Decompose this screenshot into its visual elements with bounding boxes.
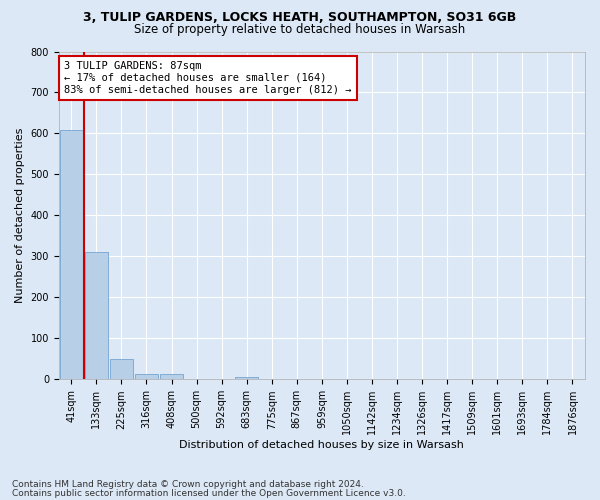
Bar <box>235 378 258 380</box>
Text: 3, TULIP GARDENS, LOCKS HEATH, SOUTHAMPTON, SO31 6GB: 3, TULIP GARDENS, LOCKS HEATH, SOUTHAMPT… <box>83 11 517 24</box>
Bar <box>160 374 183 380</box>
Text: Contains public sector information licensed under the Open Government Licence v3: Contains public sector information licen… <box>12 489 406 498</box>
Bar <box>185 378 208 380</box>
Text: Contains HM Land Registry data © Crown copyright and database right 2024.: Contains HM Land Registry data © Crown c… <box>12 480 364 489</box>
Y-axis label: Number of detached properties: Number of detached properties <box>15 128 25 303</box>
X-axis label: Distribution of detached houses by size in Warsash: Distribution of detached houses by size … <box>179 440 464 450</box>
Text: 3 TULIP GARDENS: 87sqm
← 17% of detached houses are smaller (164)
83% of semi-de: 3 TULIP GARDENS: 87sqm ← 17% of detached… <box>64 62 352 94</box>
Bar <box>60 130 83 380</box>
Bar <box>110 359 133 380</box>
Bar <box>85 252 107 380</box>
Text: Size of property relative to detached houses in Warsash: Size of property relative to detached ho… <box>134 22 466 36</box>
Bar <box>135 374 158 380</box>
